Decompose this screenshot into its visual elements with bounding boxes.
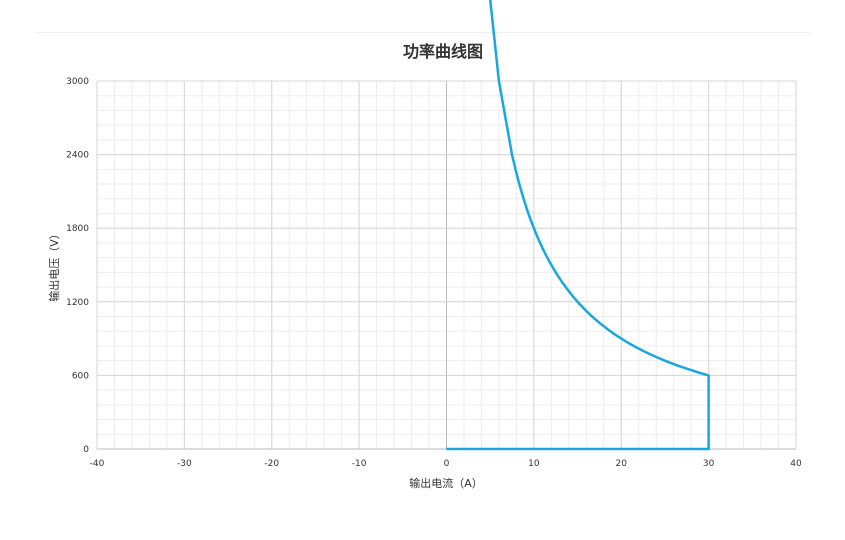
x-tick-label: 40 xyxy=(790,459,802,469)
y-tick-label: 0 xyxy=(83,445,89,455)
x-tick-label: -10 xyxy=(352,459,367,469)
power-curve-line xyxy=(446,0,710,451)
chart-title: 功率曲线图 xyxy=(403,42,483,61)
y-axis-label: 输出电压（V） xyxy=(47,228,61,302)
x-tick-label: 10 xyxy=(528,459,540,469)
x-axis-label: 输出电流（A） xyxy=(409,476,483,490)
top-divider xyxy=(35,32,810,33)
x-tick-label: 20 xyxy=(616,459,628,469)
y-tick-label: 1800 xyxy=(66,224,89,234)
y-tick-label: 3000 xyxy=(66,77,89,87)
x-tick-label: -20 xyxy=(264,459,279,469)
y-tick-label: 2400 xyxy=(66,151,89,161)
x-tick-label: -40 xyxy=(90,459,105,469)
y-tick-label: 600 xyxy=(72,371,89,381)
x-tick-label: 0 xyxy=(444,459,450,469)
x-tick-label: 30 xyxy=(703,459,715,469)
y-tick-label: 1200 xyxy=(66,298,89,308)
x-tick-label: -30 xyxy=(177,459,192,469)
tick-labels: -40 -30 -20 -10 0 10 20 30 40 0 600 1200 1800 2400 300… xyxy=(66,77,802,469)
